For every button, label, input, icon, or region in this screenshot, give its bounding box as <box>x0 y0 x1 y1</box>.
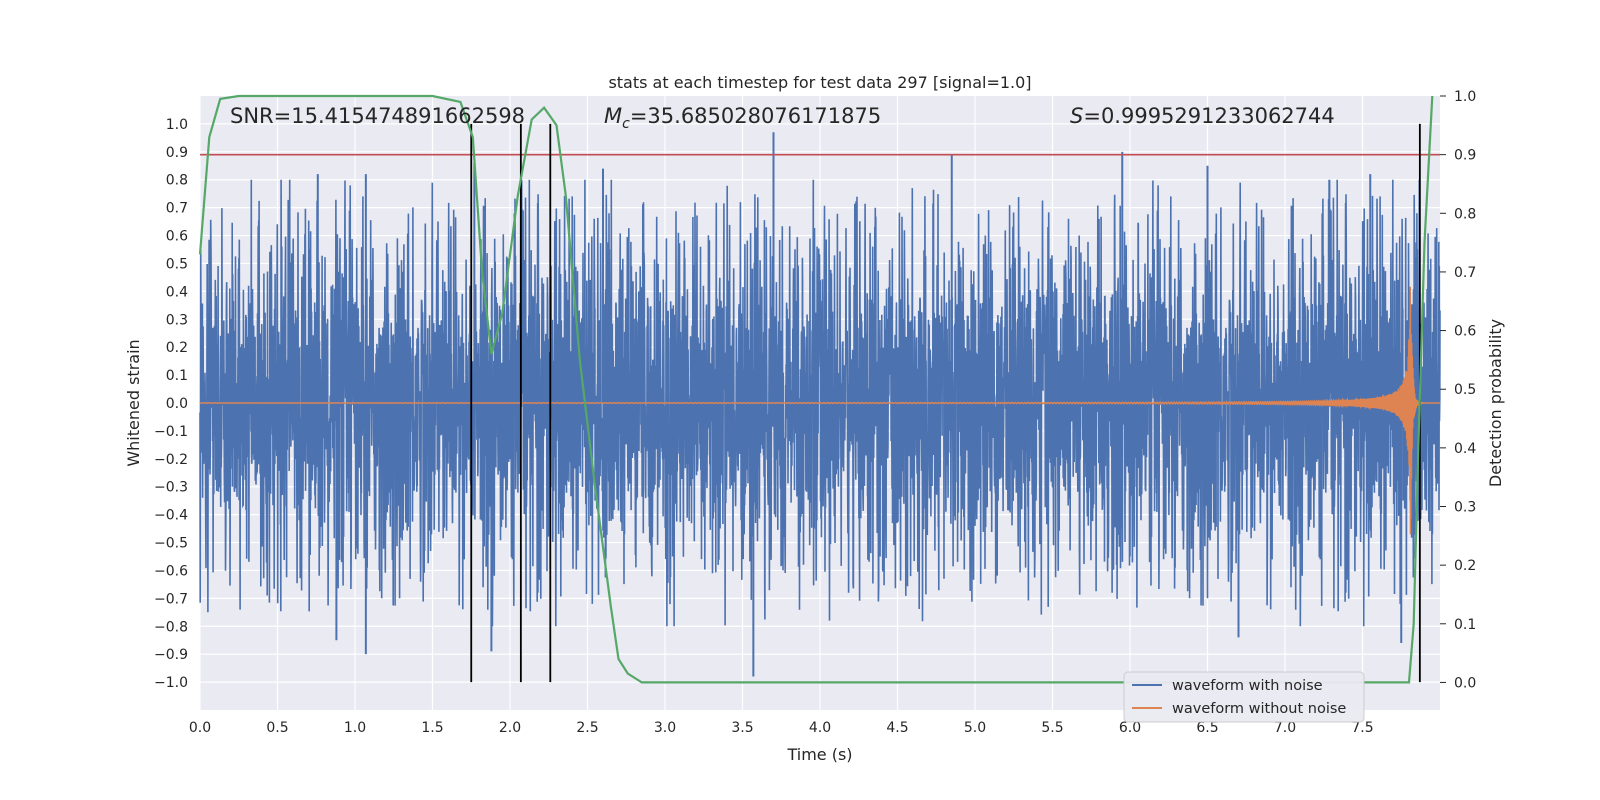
y2-tick-label: 0.8 <box>1454 206 1476 222</box>
y2-tick-label: 0.6 <box>1454 324 1476 340</box>
y-tick-label: −0.7 <box>154 591 188 607</box>
legend: waveform with noise waveform without noi… <box>1123 671 1365 723</box>
mc-symbol: M <box>604 104 622 128</box>
y-tick-label: −0.2 <box>154 452 188 468</box>
y2-axis-label: Detection probability <box>1486 319 1505 487</box>
y-tick-label: 0.1 <box>166 368 188 384</box>
y-tick-label: −0.5 <box>154 536 188 552</box>
y-tick-label: 0.7 <box>166 201 188 217</box>
x-tick-label: 5.5 <box>1041 720 1063 736</box>
mc-value: =35.685028076171875 <box>630 104 881 128</box>
x-tick-label: 1.5 <box>421 720 443 736</box>
waveform-without-noise <box>199 286 1440 535</box>
y2-tick-label: 0.5 <box>1454 382 1476 398</box>
snr-annotation: SNR=15.415474891662598 <box>230 104 525 128</box>
x-tick-label: 5.0 <box>964 720 986 736</box>
legend-label-noise: waveform with noise <box>1172 678 1323 694</box>
mc-annotation: Mc=35.685028076171875 <box>604 104 881 132</box>
s-value: =0.9995291233062744 <box>1083 104 1334 128</box>
plot-area <box>198 94 1441 684</box>
x-tick-label: 2.0 <box>499 720 521 736</box>
x-tick-label: 0.0 <box>189 720 211 736</box>
s-annotation: S=0.9995291233062744 <box>1070 104 1335 128</box>
y2-tick-label: 0.3 <box>1454 500 1476 516</box>
y2-tick-label: 0.1 <box>1454 617 1476 633</box>
y-tick-label: 1.0 <box>166 117 188 133</box>
mc-subscript: c <box>622 116 630 132</box>
x-tick-label: 7.5 <box>1351 720 1373 736</box>
y2-tick-label: 0.4 <box>1454 441 1476 457</box>
x-tick-label: 3.0 <box>654 720 676 736</box>
legend-label-clean: waveform without noise <box>1172 701 1346 717</box>
chart-title: stats at each timestep for test data 297… <box>608 73 1031 92</box>
y2-tick-label: 0.0 <box>1454 675 1476 691</box>
y-tick-label: −0.4 <box>154 508 188 524</box>
y2-tick-label: 1.0 <box>1454 89 1476 105</box>
x-tick-label: 4.0 <box>809 720 831 736</box>
y-axis-label: Whitened strain <box>124 339 143 466</box>
x-tick-label: 6.5 <box>1196 720 1218 736</box>
y2-tick-label: 0.7 <box>1454 265 1476 281</box>
y-tick-label: −0.3 <box>154 480 188 496</box>
y-tick-label: 0.2 <box>166 340 188 356</box>
y-tick-label: 0.8 <box>166 173 188 189</box>
y-tick-label: −1.0 <box>154 675 188 691</box>
y-tick-label: 0.4 <box>166 284 188 300</box>
x-tick-label: 1.0 <box>344 720 366 736</box>
y-tick-label: −0.1 <box>154 424 188 440</box>
y2-axis-ticks: 0.0 0.1 0.2 0.3 0.4 0.5 0.6 0.7 0.8 0.9 1.0 <box>1440 89 1476 691</box>
y-tick-label: 0.5 <box>166 256 188 272</box>
x-tick-label: 4.5 <box>886 720 908 736</box>
x-tick-label: 7.0 <box>1274 720 1296 736</box>
y-tick-label: 0.6 <box>166 229 188 245</box>
chirp-trace <box>199 286 1440 535</box>
y2-tick-label: 0.2 <box>1454 558 1476 574</box>
x-tick-label: 0.5 <box>266 720 288 736</box>
y2-tick-label: 0.9 <box>1454 148 1476 164</box>
y-tick-label: 0.9 <box>166 145 188 161</box>
x-axis-label: Time (s) <box>786 745 852 764</box>
y-tick-label: 0.3 <box>166 312 188 328</box>
x-tick-label: 3.5 <box>731 720 753 736</box>
noise-trace <box>199 179 1441 627</box>
y-tick-label: −0.8 <box>154 619 188 635</box>
y-axis-ticks: −1.0 −0.9 −0.8 −0.7 −0.6 −0.5 −0.4 −0.3 −0.2 −0.1… <box>154 117 188 691</box>
legend-box <box>1123 671 1365 723</box>
x-tick-label: 6.0 <box>1119 720 1141 736</box>
x-axis-ticks: 0.0 0.5 1.0 1.5 2.0 2.5 3.0 3.5 4.0 4.5 5.0 5.5 6.0 6… <box>189 720 1374 736</box>
y-tick-label: −0.6 <box>154 563 188 579</box>
y-tick-label: −0.9 <box>154 647 188 663</box>
x-tick-label: 2.5 <box>576 720 598 736</box>
s-symbol: S <box>1070 104 1083 128</box>
y-tick-label: 0.0 <box>166 396 188 412</box>
waveform-with-noise <box>199 132 1441 677</box>
